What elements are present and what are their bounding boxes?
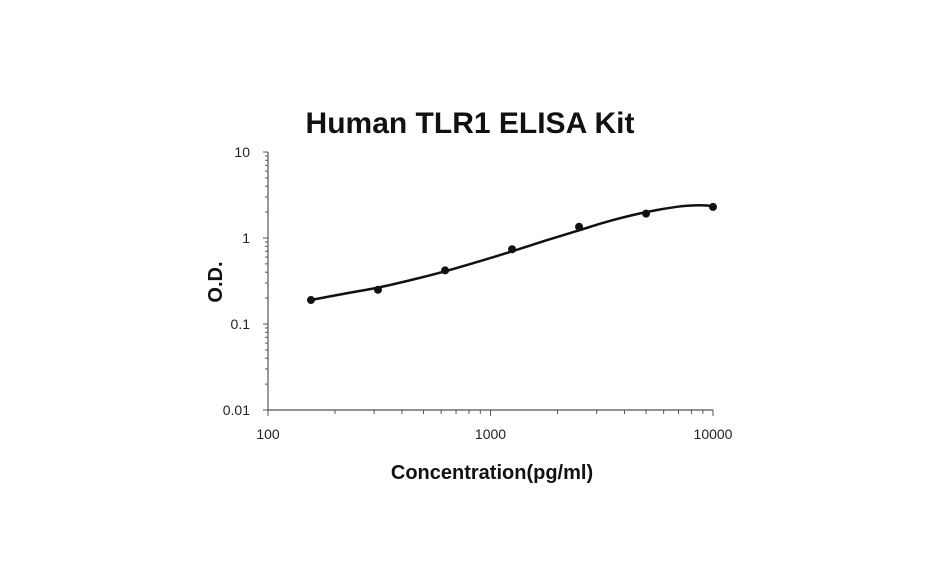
y-tick-label: 0.01: [223, 402, 250, 418]
x-tick-label: 10000: [694, 426, 733, 442]
x-tick-label: 100: [256, 426, 280, 442]
chart-title: Human TLR1 ELISA Kit: [306, 107, 635, 140]
data-point: [373, 285, 382, 294]
y-tick-label: 10: [234, 144, 250, 160]
data-points-layer: [306, 202, 717, 305]
x-axis-label: Concentration(pg/ml): [391, 462, 593, 484]
data-point: [575, 222, 584, 231]
y-tick-label: 1: [242, 230, 250, 246]
data-point: [306, 296, 315, 305]
data-point: [709, 202, 717, 211]
y-tick-label: 0.1: [231, 316, 251, 332]
data-point: [441, 266, 450, 275]
data-point: [508, 245, 517, 254]
axes: 0.01 0.1 1 10 100 1000 10000: [223, 144, 733, 442]
y-axis-label: O.D.: [205, 261, 227, 302]
x-tick-label: 1000: [475, 426, 506, 442]
data-point: [642, 209, 651, 218]
